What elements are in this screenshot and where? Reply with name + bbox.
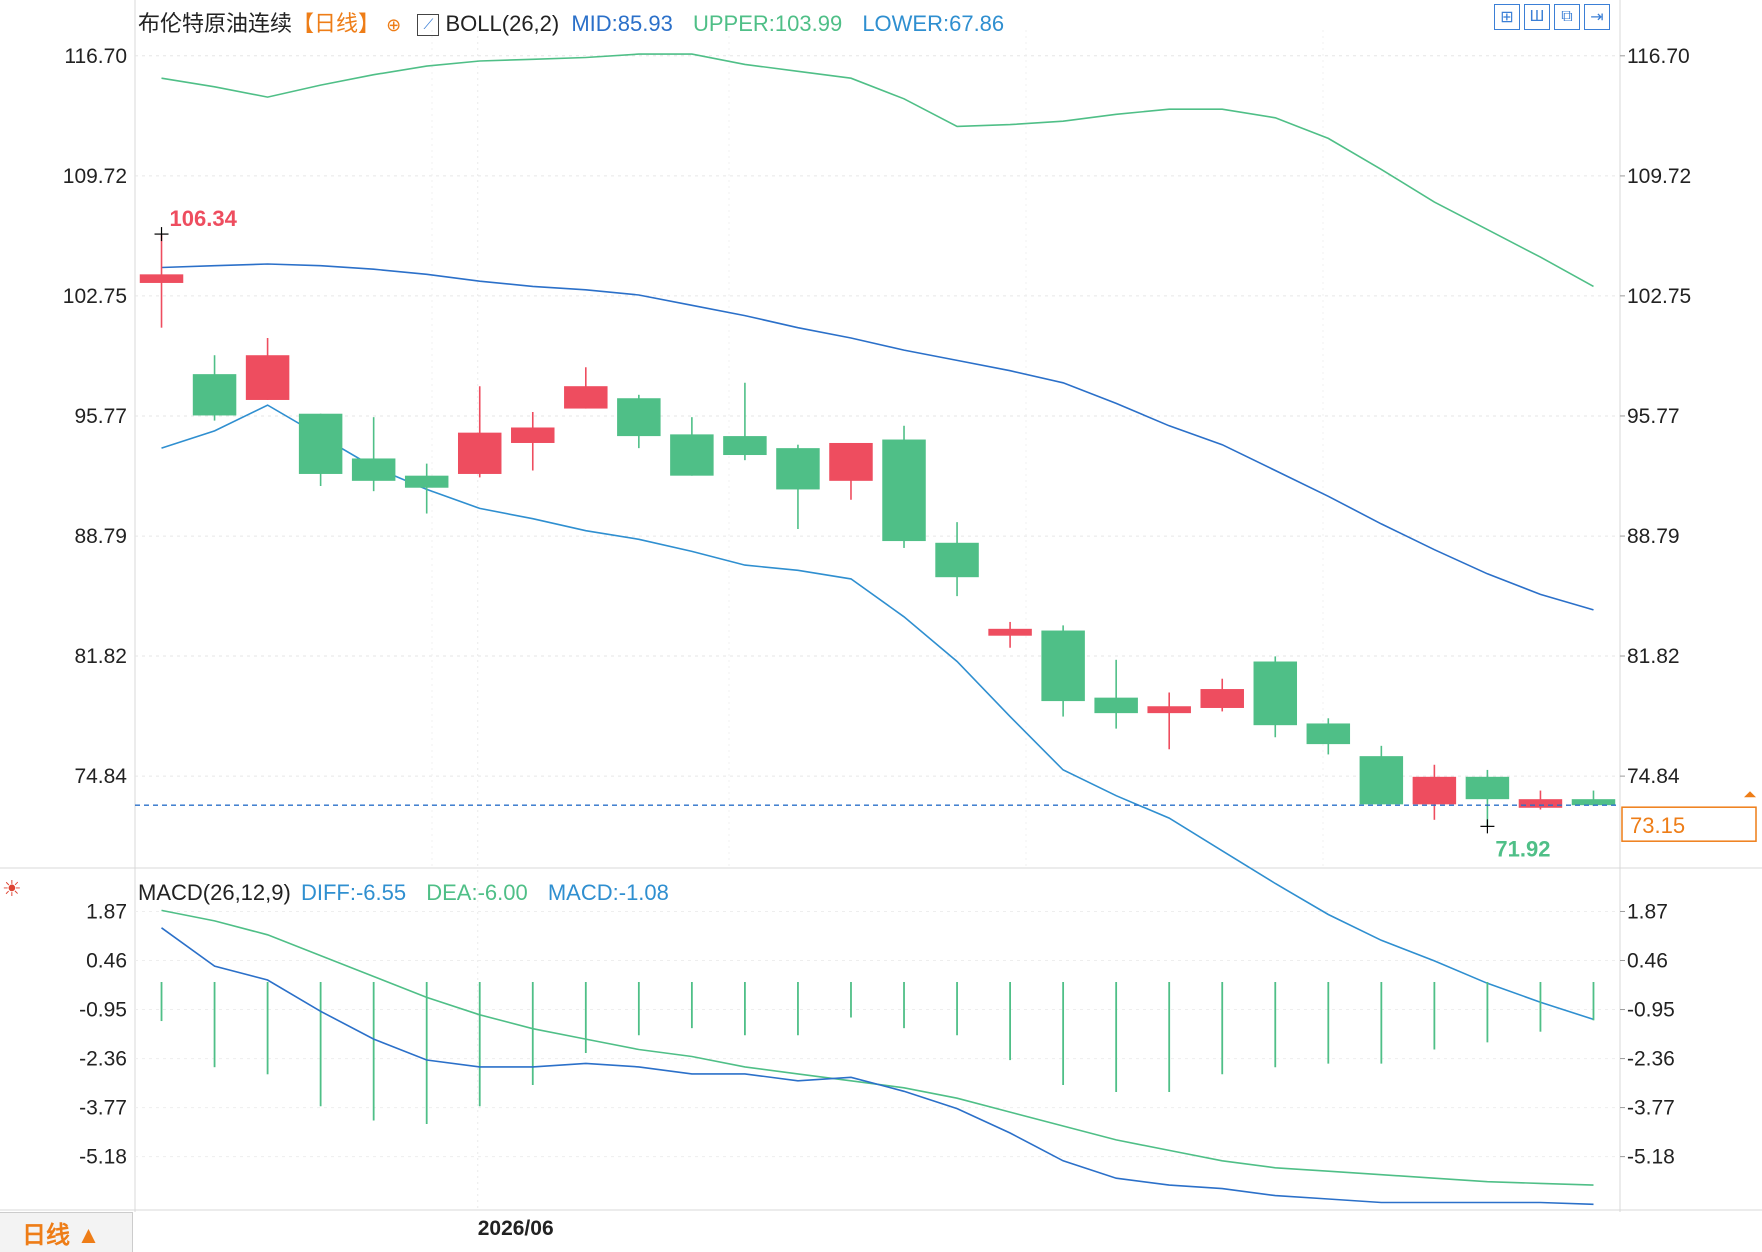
- indicator-chart-icon[interactable]: ⟋: [417, 14, 440, 36]
- x-axis: 2026/06: [478, 1217, 554, 1240]
- price-axis-left: 116.70 109.72 102.75 95.77 88.79 81.82 74.84: [63, 45, 128, 788]
- price-tick-label-right: 116.70: [1627, 45, 1690, 68]
- macd-axis-right: 1.87 0.46 -0.95 -2.36 -3.77 -5.18: [1620, 900, 1675, 1169]
- candle-body: [1359, 756, 1404, 805]
- x-tick-label: 2026/06: [478, 1217, 554, 1240]
- boll-upper-value: UPPER:103.99: [692, 11, 843, 36]
- price-header: 布伦特原油连续【日线】 ⊕ ⟋ BOLL(26,2) MID:85.93 UPP…: [138, 6, 1004, 38]
- candle-body: [1094, 697, 1138, 714]
- next-icon[interactable]: ⇥: [1584, 4, 1610, 30]
- macd-macd-value: MACD:-1.08: [547, 880, 669, 905]
- macd-tick-label-right: -5.18: [1627, 1146, 1675, 1169]
- candle-body: [882, 439, 926, 542]
- zoom-in-icon[interactable]: ⧉: [1554, 4, 1580, 30]
- candle-body: [723, 436, 767, 456]
- price-tick-label-left: 81.82: [74, 645, 127, 668]
- price-tick-label-left: 95.77: [74, 405, 127, 428]
- price-tick-label-left: 88.79: [74, 525, 127, 548]
- price-axis-right: 116.70 109.72 102.75 95.77 88.79 81.82 74.84: [1620, 45, 1691, 788]
- boll-lines: [161, 53, 1594, 1021]
- candle-body: [139, 274, 184, 283]
- price-tick-label-left: 109.72: [63, 165, 127, 188]
- macd-axis-left: 1.87 0.46 -0.95 -2.36 -3.77 -5.18: [79, 900, 127, 1168]
- price-tick-label-right: 109.72: [1627, 165, 1691, 188]
- macd-lines: [161, 909, 1594, 1206]
- boll-upper-line: [161, 53, 1594, 288]
- candle-body: [1571, 799, 1616, 806]
- last-price-label: 73.15: [1630, 813, 1685, 838]
- macd-diff-line: [161, 927, 1594, 1206]
- candle-body: [935, 542, 979, 578]
- boll-mid-line: [161, 263, 1594, 611]
- macd-tick-label-right: -0.95: [1627, 999, 1675, 1022]
- price-tick-label-right: 81.82: [1627, 645, 1680, 668]
- low-price-label: 71.92: [1495, 836, 1550, 861]
- macd-header: MACD(26,12,9) DIFF:-6.55 DEA:-6.00 MACD:…: [138, 880, 669, 906]
- macd-tick-label-left: -3.77: [79, 1097, 127, 1120]
- candles[interactable]: [139, 234, 1616, 827]
- candle-body: [564, 386, 608, 409]
- macd-label[interactable]: MACD(26,12,9): [138, 880, 291, 905]
- instrument-title: 布伦特原油连续: [138, 11, 293, 36]
- candle-body: [1041, 630, 1085, 702]
- chart-toolbar: ⊞ Ш ⧉ ⇥: [1494, 4, 1610, 30]
- candle-body: [617, 398, 661, 437]
- price-tick-label-right: 74.84: [1627, 765, 1680, 788]
- settings-gear-icon[interactable]: ☀: [2, 876, 22, 901]
- candle-body: [1412, 776, 1457, 805]
- candle-body: [1465, 776, 1510, 800]
- grid-icon[interactable]: ⊞: [1494, 4, 1520, 30]
- macd-tick-label-left: -0.95: [79, 999, 127, 1022]
- candle-body: [1147, 706, 1191, 714]
- price-tick-label-right: 95.77: [1627, 405, 1680, 428]
- candle-body: [351, 458, 396, 481]
- macd-tick-label-left: -2.36: [79, 1048, 127, 1071]
- bar-chart-icon[interactable]: Ш: [1524, 4, 1550, 30]
- boll-mid-value: MID:85.93: [571, 11, 673, 36]
- candle-body: [988, 628, 1032, 636]
- last-price-box: [1621, 806, 1757, 842]
- macd-tick-label-right: -2.36: [1627, 1048, 1675, 1071]
- price-tick-label-left: 116.70: [64, 45, 127, 68]
- macd-dea-line: [161, 909, 1594, 1186]
- period-tag[interactable]: 【日线】: [292, 11, 381, 36]
- candle-body: [245, 355, 290, 400]
- high-price-label: 106.34: [170, 206, 238, 231]
- price-tick-label-right: 88.79: [1627, 525, 1680, 548]
- candle-body: [670, 434, 714, 476]
- macd-tick-label-right: 1.87: [1627, 900, 1668, 923]
- macd-dea-value: DEA:-6.00: [426, 880, 528, 905]
- macd-tick-label-right: -3.77: [1627, 1097, 1675, 1120]
- add-indicator-icon[interactable]: ⊕: [386, 15, 402, 35]
- candle-body: [298, 413, 343, 474]
- price-markers: 106.34 71.92 73.15: [135, 206, 1757, 861]
- candle-body: [1518, 799, 1563, 808]
- macd-histogram: [160, 982, 1595, 1124]
- macd-tick-label-left: 1.87: [86, 900, 127, 923]
- macd-tick-label-right: 0.46: [1627, 950, 1668, 973]
- candle-body: [192, 374, 237, 416]
- macd-diff-value: DIFF:-6.55: [300, 880, 407, 905]
- macd-tick-label-left: -5.18: [79, 1146, 127, 1169]
- boll-lower-value: LOWER:67.86: [862, 11, 1005, 36]
- candle-body: [829, 442, 873, 481]
- price-tick-label-right: 102.75: [1627, 285, 1691, 308]
- boll-label[interactable]: BOLL(26,2): [445, 11, 560, 36]
- period-button[interactable]: 日线 ▲: [0, 1212, 133, 1252]
- boll-lower-line: [161, 404, 1594, 1021]
- candle-body: [404, 475, 449, 488]
- candle-body: [457, 432, 502, 474]
- price-tick-label-left: 74.84: [74, 765, 127, 788]
- candle-body: [1306, 723, 1351, 745]
- candle-body: [776, 448, 820, 490]
- price-tick-label-left: 102.75: [63, 285, 127, 308]
- last-price-arrow: [1744, 791, 1756, 798]
- candle-body: [511, 427, 555, 443]
- macd-tick-label-left: 0.46: [86, 950, 127, 973]
- candle-body: [1200, 689, 1244, 708]
- candle-body: [1253, 661, 1298, 726]
- chart-grid: [0, 0, 1762, 1212]
